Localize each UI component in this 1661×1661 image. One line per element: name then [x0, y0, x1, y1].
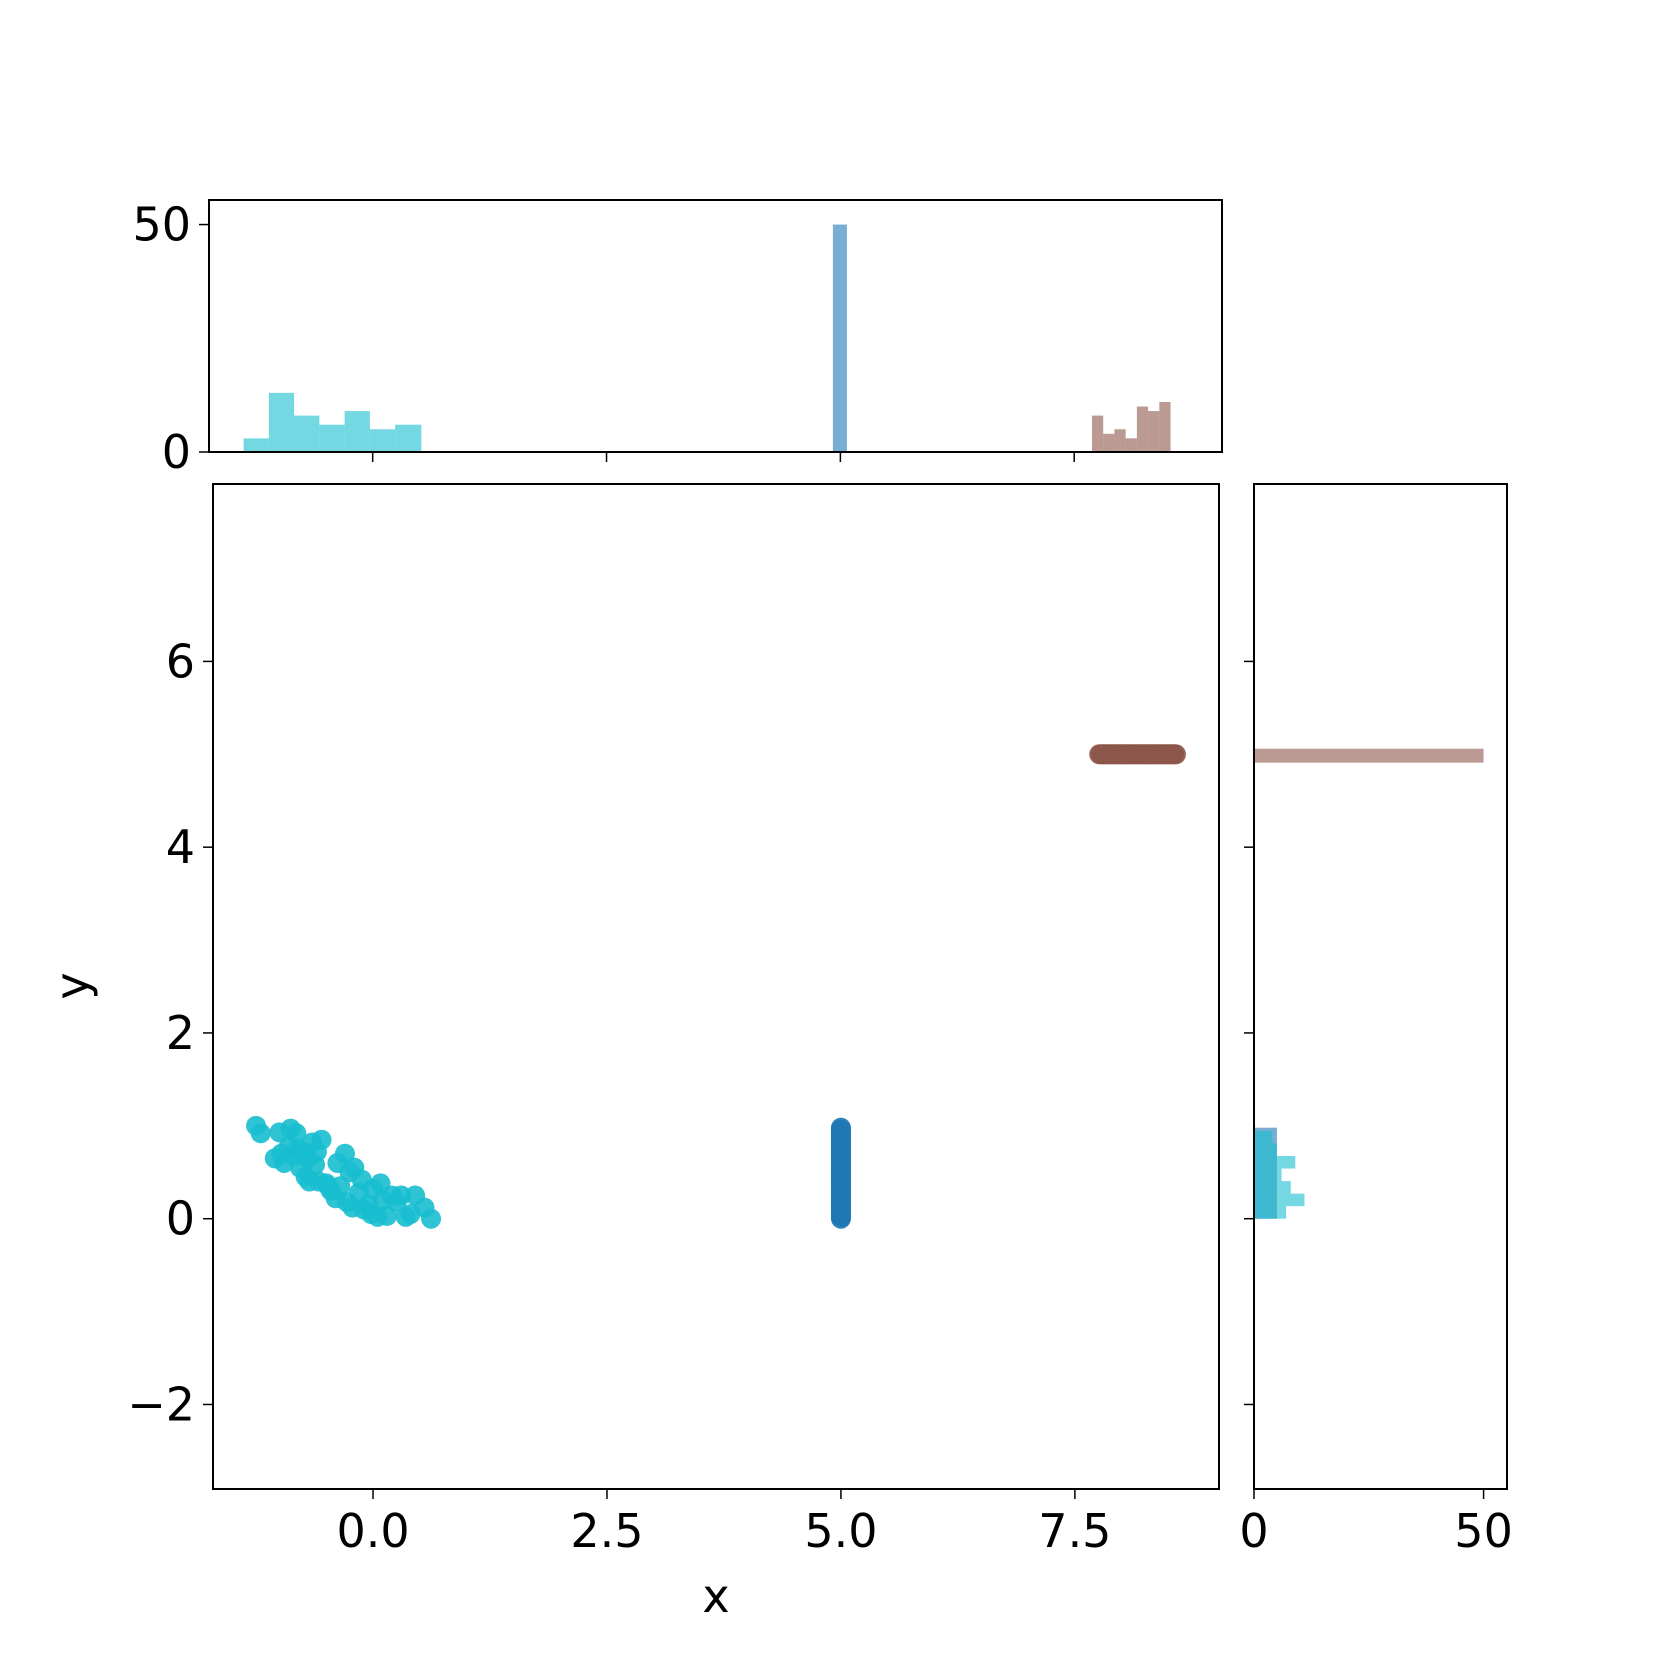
axes-frame — [208, 199, 1223, 453]
histogram-bar — [1254, 1143, 1277, 1157]
histogram-bar — [832, 224, 847, 452]
histogram-bar — [369, 429, 396, 452]
scatter-point — [421, 1208, 442, 1229]
scatter-point — [830, 1117, 851, 1138]
x-tick-label: 50 — [1454, 1504, 1513, 1558]
scatter-point — [311, 1129, 332, 1150]
histogram-bar — [344, 411, 370, 452]
scatter-point — [391, 1185, 412, 1206]
y-tick-label: 0 — [162, 425, 191, 479]
histogram-bar — [1125, 438, 1137, 452]
histogram-bar — [1254, 1181, 1291, 1194]
axes-frame — [1253, 483, 1508, 1490]
axes-frame — [212, 483, 1220, 1490]
histogram-bar — [268, 392, 295, 452]
histogram-bar — [294, 415, 320, 452]
histogram-bar — [1114, 429, 1126, 452]
y-tick-label: 4 — [166, 820, 195, 874]
x-tick-label: 7.5 — [1038, 1504, 1111, 1558]
scatter-point — [1165, 744, 1186, 765]
histogram-bar — [319, 424, 345, 452]
y-axis-label: y — [45, 972, 99, 999]
histogram-bar — [1254, 1206, 1287, 1219]
x-tick-label: 0.0 — [336, 1504, 409, 1558]
scatter-point — [286, 1123, 307, 1144]
histogram-bar — [243, 438, 269, 452]
histogram-bar — [1254, 1168, 1282, 1182]
histogram-bar — [1091, 415, 1104, 452]
x-axis-label: x — [702, 1569, 729, 1623]
x-tick-label: 0 — [1239, 1504, 1268, 1558]
y-tick-label: 50 — [132, 198, 191, 252]
histogram-bar — [1254, 1193, 1305, 1207]
y-tick-label: 6 — [166, 634, 195, 688]
histogram-bar — [1254, 1130, 1273, 1144]
y-tick-label: 2 — [166, 1006, 195, 1060]
scatter-point — [250, 1123, 271, 1144]
x-tick-label: 5.0 — [804, 1504, 877, 1558]
x-tick-label: 2.5 — [570, 1504, 643, 1558]
histogram-bar — [1136, 406, 1149, 452]
histogram-bar — [1254, 748, 1484, 763]
histogram-bar — [1148, 411, 1160, 452]
histogram-bar — [1254, 1156, 1296, 1169]
y-tick-label: 0 — [166, 1192, 195, 1246]
y-tick-label: −2 — [127, 1377, 195, 1431]
histogram-bar — [1103, 433, 1115, 452]
histogram-bar — [1159, 401, 1171, 452]
histogram-bar — [395, 424, 422, 452]
